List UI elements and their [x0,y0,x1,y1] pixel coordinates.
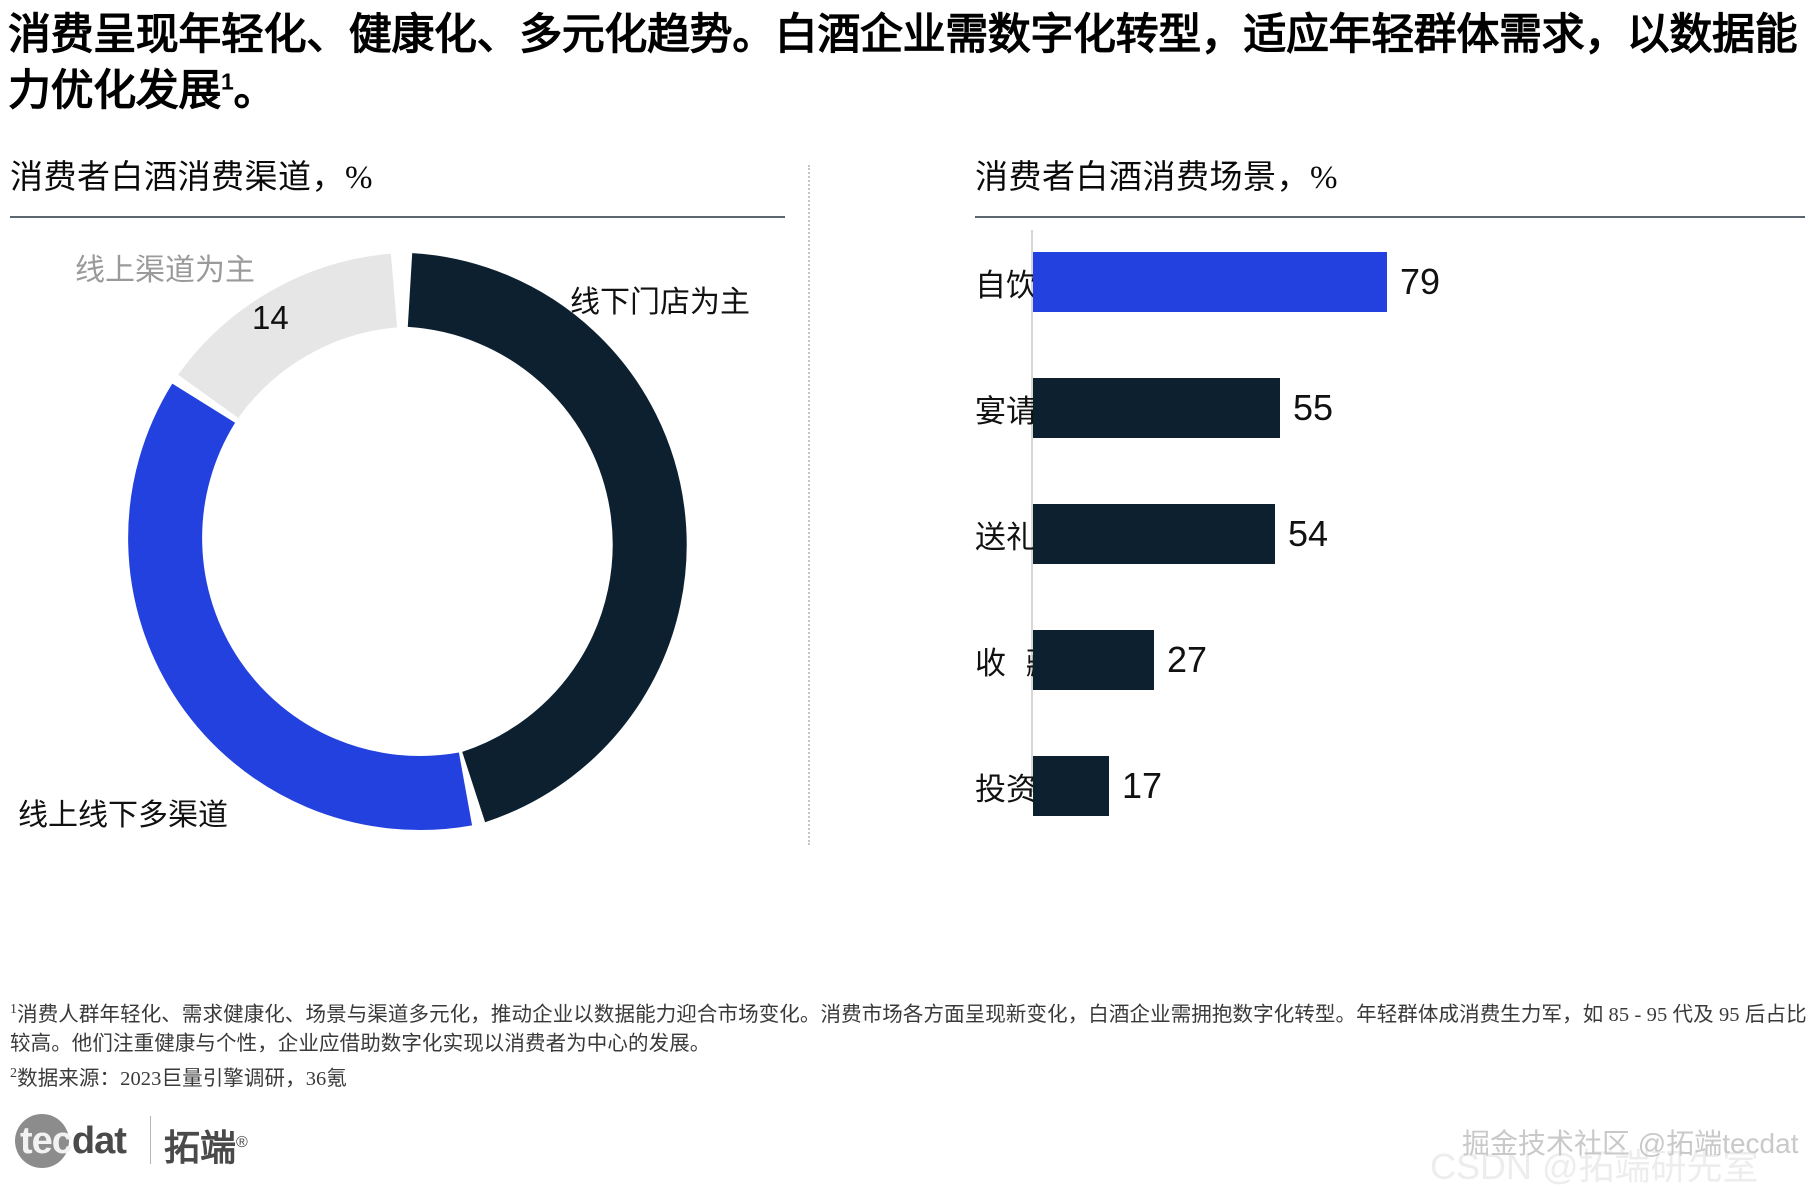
bar-value-label: 79 [1400,261,1441,302]
donut-value-offline: 46 [622,760,659,797]
footnote-1-text: 消费人群年轻化、需求健康化、场景与渠道多元化，推动企业以数据能力迎合市场变化。消… [10,1003,1807,1055]
bar-fill [1033,504,1275,564]
watermark-primary: 掘金技术社区 @拓端tecdat [1462,1128,1799,1159]
donut-slice-offline[interactable] [407,253,687,823]
bar-category-label: 宴请 [975,393,1037,429]
right-panel-title: 消费者白酒消费场景，% [975,160,1338,196]
logo-wordmark-first: tec [20,1120,73,1162]
bar-category-label: 投资 [975,771,1037,807]
bar-track: 17 [1033,756,1803,816]
donut-label-offline: 线下门店为主 [570,286,750,319]
bar-row[interactable]: 收 藏 27 [975,630,1805,690]
page-title-text: 消费呈现年轻化、健康化、多元化趋势。白酒企业需数字化转型，适应年轻群体需求，以数… [8,11,1798,115]
left-panel-rule [10,216,785,218]
bar-track: 55 [1033,378,1803,438]
bar-chart-axis [1031,230,1033,792]
bar-track: 79 [1033,252,1803,312]
bar-fill [1033,378,1280,438]
bar-value-label: 17 [1122,765,1163,806]
bar-fill [1033,252,1387,312]
page-title: 消费呈现年轻化、健康化、多元化趋势。白酒企业需数字化转型，适应年轻群体需求，以数… [8,8,1808,120]
footnote-2-text: 数据来源：2023巨量引擎调研，36氪 [17,1067,348,1090]
bar-value-label: 54 [1288,513,1329,554]
logo-separator [150,1116,151,1164]
logo-wordmark: tecdat [20,1120,127,1163]
footnotes: 1消费人群年轻化、需求健康化、场景与渠道多元化，推动企业以数据能力迎合市场变化。… [10,1000,1810,1094]
footnote-1: 1消费人群年轻化、需求健康化、场景与渠道多元化，推动企业以数据能力迎合市场变化。… [10,1000,1810,1059]
donut-label-online: 线上渠道为主 [75,254,255,287]
bar-row[interactable]: 投资 17 [975,756,1805,816]
bar-fill [1033,756,1109,816]
footnote-1-marker: 1 [10,1002,18,1017]
footnote-2-marker: 2 [10,1066,18,1082]
right-panel-rule [975,216,1805,218]
donut-label-multichannel: 线上线下多渠道 [18,799,228,832]
logo-registered-mark: ® [236,1134,248,1151]
bar-fill [1033,630,1154,690]
bar-category-label: 收 藏 [975,645,1063,681]
panel-divider [808,165,810,845]
donut-slice-multichannel[interactable] [128,383,473,830]
logo-cn-text: 拓端 [164,1127,237,1168]
watermark-secondary: CSDN @拓端研先室 [1430,1146,1759,1187]
bar-row[interactable]: 宴请 55 [975,378,1805,438]
bar-track: 54 [1033,504,1803,564]
panel-consumption-scene: 消费者白酒消费场景，% 自饮 79 宴请 55 送礼 [975,150,1805,990]
logo-wordmark-rest: dat [71,1120,127,1162]
donut-value-multichannel: 39 [194,910,231,947]
donut-svg [128,253,687,830]
donut-chart: 线上渠道为主 线下门店为主 线上线下多渠道 14 46 39 [10,245,800,947]
bar-row[interactable]: 送礼 54 [975,504,1805,564]
bar-track: 27 [1033,630,1803,690]
title-tail: 。 [233,66,277,115]
logo-cn-name: 拓端® [164,1119,248,1171]
tecdat-logo: tecdat 拓端® [12,1112,342,1168]
bar-value-label: 27 [1167,639,1208,680]
panel-consumption-channel: 消费者白酒消费渠道，% 线上渠道为主 线下门店为主 线上线下多渠道 14 46 … [10,150,940,990]
bar-chart: 自饮 79 宴请 55 送礼 54 [975,230,1805,930]
title-footnote-marker: 1 [221,68,234,95]
logo-circle-icon [15,1114,69,1168]
donut-slice-online[interactable] [178,253,398,419]
bar-category-label: 自饮 [975,267,1037,303]
bar-value-label: 55 [1293,387,1334,428]
bar-row[interactable]: 自饮 79 [975,252,1805,312]
left-panel-title: 消费者白酒消费渠道，% [10,160,373,196]
footnote-2: 2数据来源：2023巨量引擎调研，36氪 [10,1064,1810,1094]
bar-category-label: 送礼 [975,519,1037,555]
donut-value-online: 14 [252,299,289,336]
